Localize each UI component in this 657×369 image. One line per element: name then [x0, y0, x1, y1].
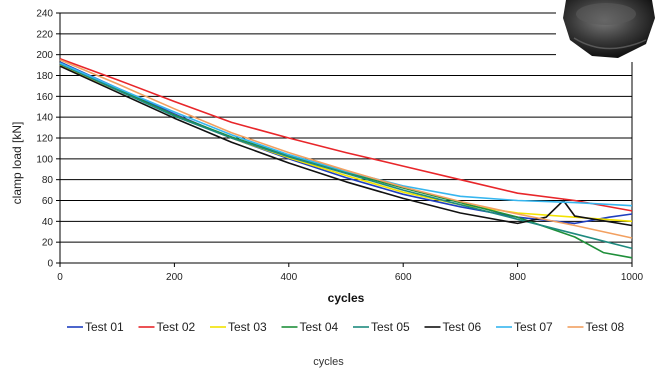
y-tick-label: 100 — [36, 154, 53, 165]
series-line-5 — [59, 63, 633, 250]
x-tick-label: 0 — [57, 272, 63, 283]
series-line-7 — [59, 62, 633, 207]
x-tick-label: 800 — [509, 272, 526, 283]
series-line-1 — [59, 61, 633, 225]
legend-label: Test 04 — [300, 320, 339, 334]
y-axis-title: clamp load [kN] — [10, 122, 24, 205]
legend-label: Test 07 — [514, 320, 553, 334]
legend-item-6: Test 06 — [424, 320, 482, 334]
series-line-8 — [59, 59, 633, 239]
legend-item-1: Test 01 — [67, 320, 124, 334]
legend-label: Test 03 — [228, 320, 267, 334]
x-tick-label: 200 — [166, 272, 183, 283]
legend-label: Test 06 — [443, 320, 482, 334]
x-tick-label: 400 — [280, 272, 297, 283]
y-tick-label: 160 — [36, 92, 53, 103]
legend-item-4: Test 04 — [281, 320, 339, 334]
legend-item-2: Test 02 — [138, 320, 196, 334]
legend: Test 01 Test 02 Test 03 Test 04 Test 05 Test … — [67, 320, 625, 334]
grid — [60, 12, 632, 243]
y-tick-label: 180 — [36, 71, 53, 82]
x-tick-labels: 0 200 400 600 800 1000 — [57, 272, 643, 283]
y-tick-label: 60 — [42, 196, 54, 207]
legend-label: Test 02 — [157, 320, 196, 334]
y-tick-label: 80 — [42, 175, 54, 186]
series-line-6 — [59, 65, 633, 227]
x-tick-label: 600 — [395, 272, 412, 283]
y-tick-label: 20 — [42, 238, 54, 249]
y-tick-label: 120 — [36, 134, 53, 145]
y-tick-label: 220 — [36, 29, 53, 40]
legend-item-7: Test 07 — [496, 320, 553, 334]
legend-label: Test 01 — [85, 320, 124, 334]
legend-item-3: Test 03 — [210, 320, 267, 334]
nut-photo-icon — [556, 0, 657, 62]
y-tick-label: 200 — [36, 50, 53, 61]
series-line-4 — [59, 62, 633, 259]
legend-label: Test 08 — [586, 320, 625, 334]
legend-label: Test 05 — [371, 320, 410, 334]
series-line-2 — [59, 58, 633, 212]
legend-item-8: Test 08 — [567, 320, 625, 334]
series-layer — [59, 58, 633, 259]
y-tick-label: 140 — [36, 113, 53, 124]
y-tick-labels: 0 20 40 60 80 100 120 140 160 180 200 220 240 — [36, 9, 53, 270]
series-line-3 — [59, 64, 633, 223]
x-tick-label: 1000 — [621, 272, 644, 283]
y-tick-label: 240 — [36, 9, 53, 20]
x-axis-title: cycles — [328, 291, 365, 305]
y-tick-label: 40 — [42, 217, 54, 228]
axes — [56, 12, 633, 267]
legend-item-5: Test 05 — [353, 320, 410, 334]
y-tick-label: 0 — [47, 259, 53, 270]
figure-caption: cycles — [313, 356, 344, 368]
